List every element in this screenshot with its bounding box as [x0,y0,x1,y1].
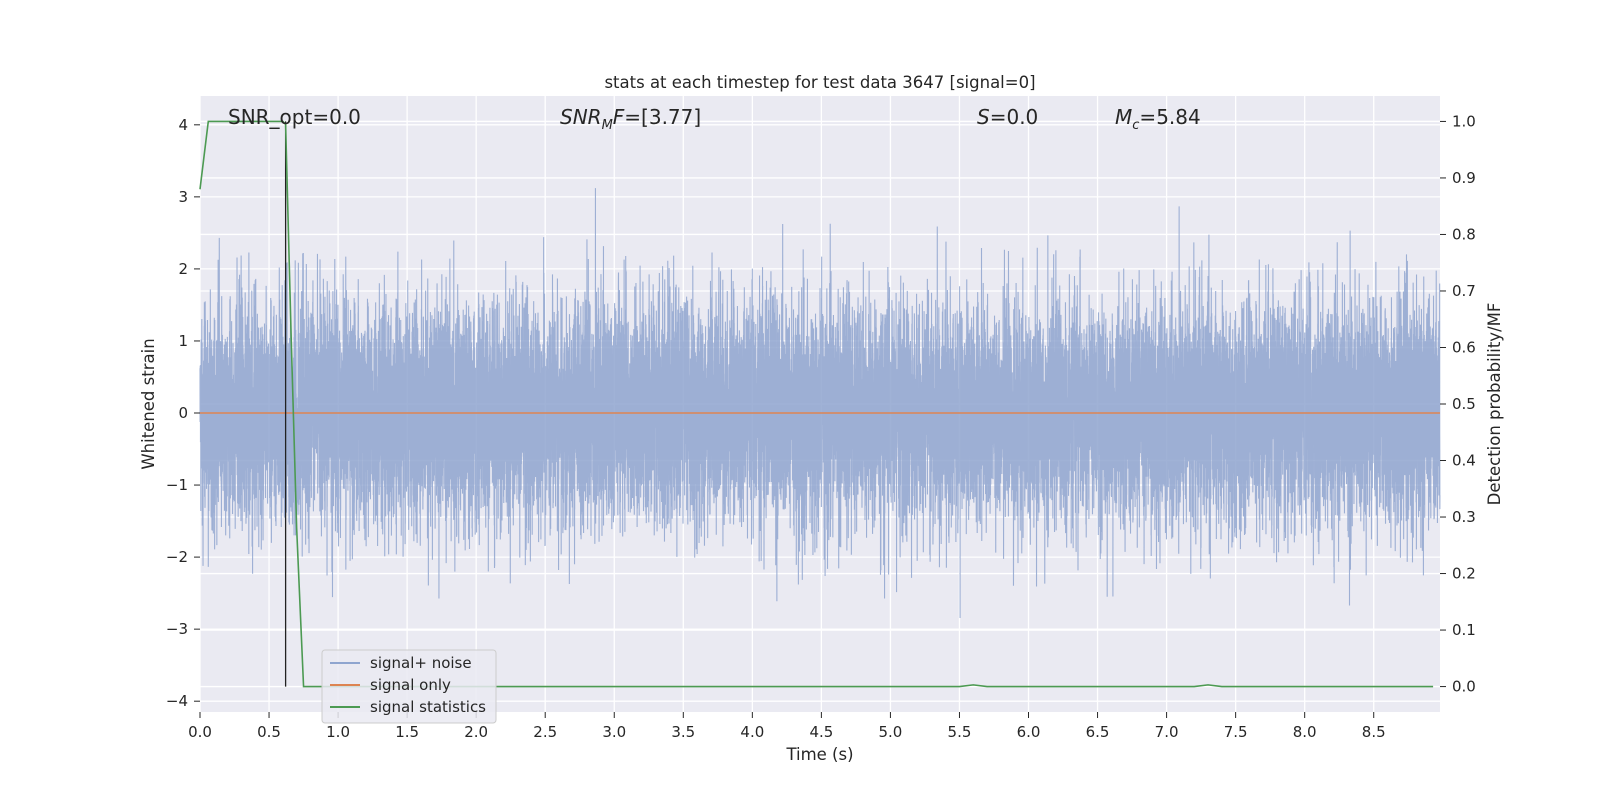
x-tick-label: 4.5 [809,723,833,741]
annotation-s-value: 0.0 [1006,105,1038,129]
legend-label-signal-only: signal only [370,676,451,694]
x-tick-label: 0.0 [188,723,212,741]
x-tick-label: 5.0 [878,723,902,741]
x-tick-label: 0.5 [257,723,281,741]
series-signal-statistics [199,120,1434,688]
y-tick-label: −1 [166,476,188,494]
x-tick-label: 1.5 [395,723,419,741]
x-tick-label: 2.5 [533,723,557,741]
y-tick-label: 1 [178,332,188,350]
x-tick-label: 4.0 [740,723,764,741]
chart-title: stats at each timestep for test data 364… [604,73,1035,92]
annotation-mc-after: = [1139,105,1156,129]
x-tick-label: 6.0 [1017,723,1041,741]
annotation-snr-mf-sub: M [602,118,613,133]
y-right-tick-label: 0.1 [1452,621,1476,639]
y-right-tick-label: 0.3 [1452,508,1476,526]
y-right-tick-label: 0.2 [1452,565,1476,583]
annotation-s: S=0.0 [977,105,1038,129]
annotation-s-base: S [977,105,990,129]
x-tick-label: 7.5 [1224,723,1248,741]
y-right-tick-label: 0.6 [1452,338,1476,356]
y-tick-label: 0 [178,404,188,422]
annotation-mc-base: M [1115,105,1132,129]
x-tick-label: 1.0 [326,723,350,741]
y-right-axis-label: Detection probability/MF [1485,303,1504,506]
x-tick-label: 5.5 [948,723,972,741]
y-right-tick-label: 0.7 [1452,282,1476,300]
y-right-tick-label: 1.0 [1452,112,1476,130]
annotation-mc-value: 5.84 [1156,105,1201,129]
x-tick-label: 7.0 [1155,723,1179,741]
annotation-snr-mf-base: SNR [560,105,602,129]
y-tick-label: 4 [178,116,188,134]
annotation-s-after: = [990,105,1007,129]
signal-statistics-line [199,120,1434,688]
y-right-tick-label: 0.0 [1452,678,1476,696]
y-tick-label: −3 [166,620,188,638]
y-right-tick-label: 0.9 [1452,169,1476,187]
y-right-tick-label: 0.4 [1452,452,1476,470]
annotation-snr-opt: SNR_opt=0.0 [228,105,361,129]
annotation-snr-mf: SNRMF=[3.77] [560,105,701,133]
legend-label-signal-plus-noise: signal+ noise [370,654,472,672]
annotation-snr-opt-prefix: SNR_opt= [228,105,329,129]
x-tick-label: 3.5 [671,723,695,741]
annotation-mc: Mc=5.84 [1115,105,1201,133]
series-signal-plus-noise [199,188,1441,619]
x-axis-label: Time (s) [785,745,853,764]
y-tick-label: 3 [178,188,188,206]
legend-box [321,649,497,724]
x-tick-label: 8.0 [1293,723,1317,741]
legend: signal+ noise signal only signal statist… [321,649,497,724]
y-tick-label: −4 [166,692,188,710]
annotation-snr-mf-after: F= [613,105,641,129]
y-right-tick-label: 0.8 [1452,225,1476,243]
x-tick-labels: 0.0 0.5 1.0 1.5 2.0 2.5 3.0 3.5 4.0 4.5 5.0 5.5 6.0 6… [188,712,1386,741]
annotation-snr-mf-value: [3.77] [641,105,701,129]
signal-plus-noise-line [199,188,1441,619]
y-tick-label: −2 [166,548,188,566]
legend-label-signal-statistics: signal statistics [370,698,486,716]
x-tick-label: 6.5 [1086,723,1110,741]
y-right-tick-label: 0.5 [1452,395,1476,413]
x-tick-label: 8.5 [1362,723,1386,741]
y-tick-label: 2 [178,260,188,278]
annotation-snr-opt-value: 0.0 [329,105,361,129]
x-tick-label: 3.0 [602,723,626,741]
y-right-tick-labels: 1.0 0.9 0.8 0.7 0.6 0.5 0.4 0.3 0.2 0.1 0.0 [1440,112,1476,696]
y-axis-label: Whitened strain [139,338,158,469]
annotation-mc-sub: c [1132,118,1139,133]
x-tick-label: 2.0 [464,723,488,741]
y-tick-labels: 4 3 2 1 0 −1 −2 −3 −4 [166,116,200,710]
